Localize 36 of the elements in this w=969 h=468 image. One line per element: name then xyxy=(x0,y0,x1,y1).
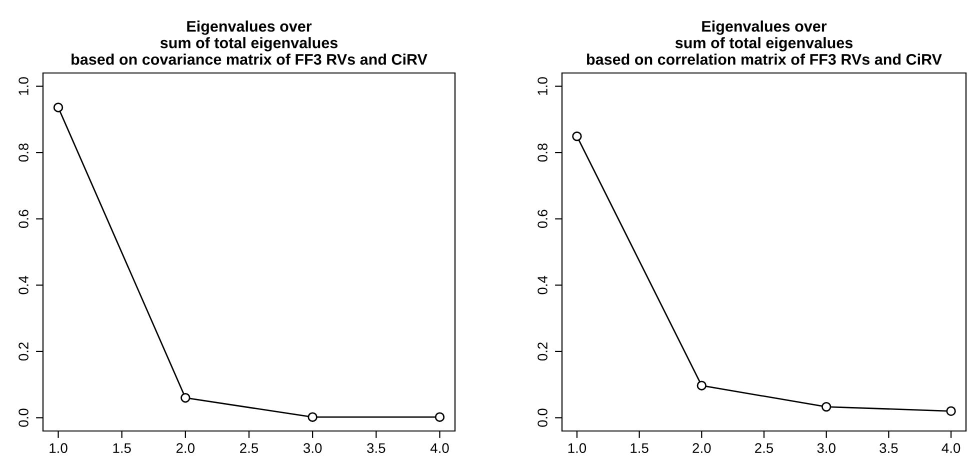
x-tick-label: 1.5 xyxy=(630,443,648,454)
y-tick-label: 0.0 xyxy=(18,408,28,427)
chart-title: Eigenvalues over sum of total eigenvalues based on correlation matrix of FF3 RVs and CiRV xyxy=(587,20,942,65)
y-tick-label: 0.6 xyxy=(18,210,28,228)
x-tick-label: 4.0 xyxy=(430,443,449,454)
y-tick-label: 0.8 xyxy=(538,144,548,162)
point xyxy=(53,102,64,112)
point xyxy=(180,392,190,403)
point xyxy=(821,402,832,412)
point xyxy=(696,380,707,390)
y-tick-label: 1.0 xyxy=(18,77,28,95)
point xyxy=(946,406,956,416)
point xyxy=(434,412,445,422)
x-tick-label: 1.0 xyxy=(50,443,68,454)
y-tick-label: 0.2 xyxy=(538,342,548,361)
x-tick-label: 1.0 xyxy=(568,443,586,454)
x-tick-label: 3.0 xyxy=(303,443,322,454)
y-tick-label: 0.8 xyxy=(18,144,28,162)
y-tick-label: 0.4 xyxy=(18,276,28,294)
x-tick-label: 2.0 xyxy=(176,443,195,454)
x-tick-label: 2.5 xyxy=(755,443,774,454)
x-tick-label: 4.0 xyxy=(942,443,960,454)
x-tick-label: 2.0 xyxy=(692,443,711,454)
x-tick-label: 3.0 xyxy=(817,443,836,454)
chart-title: Eigenvalues over sum of total eigenvalues based on covariance matrix of FF3 RVs and CiRV xyxy=(72,20,428,65)
x-tick-label: 3.5 xyxy=(367,443,386,454)
point xyxy=(308,412,318,422)
y-tick-label: 0.4 xyxy=(538,276,548,294)
x-tick-label: 1.5 xyxy=(113,443,131,454)
y-tick-label: 0.0 xyxy=(538,408,548,427)
y-tick-label: 0.6 xyxy=(538,210,548,228)
x-tick-label: 3.5 xyxy=(880,443,898,454)
y-tick-label: 0.2 xyxy=(18,342,28,361)
x-tick-label: 2.5 xyxy=(240,443,258,454)
point xyxy=(572,131,582,142)
y-tick-label: 1.0 xyxy=(538,77,548,95)
